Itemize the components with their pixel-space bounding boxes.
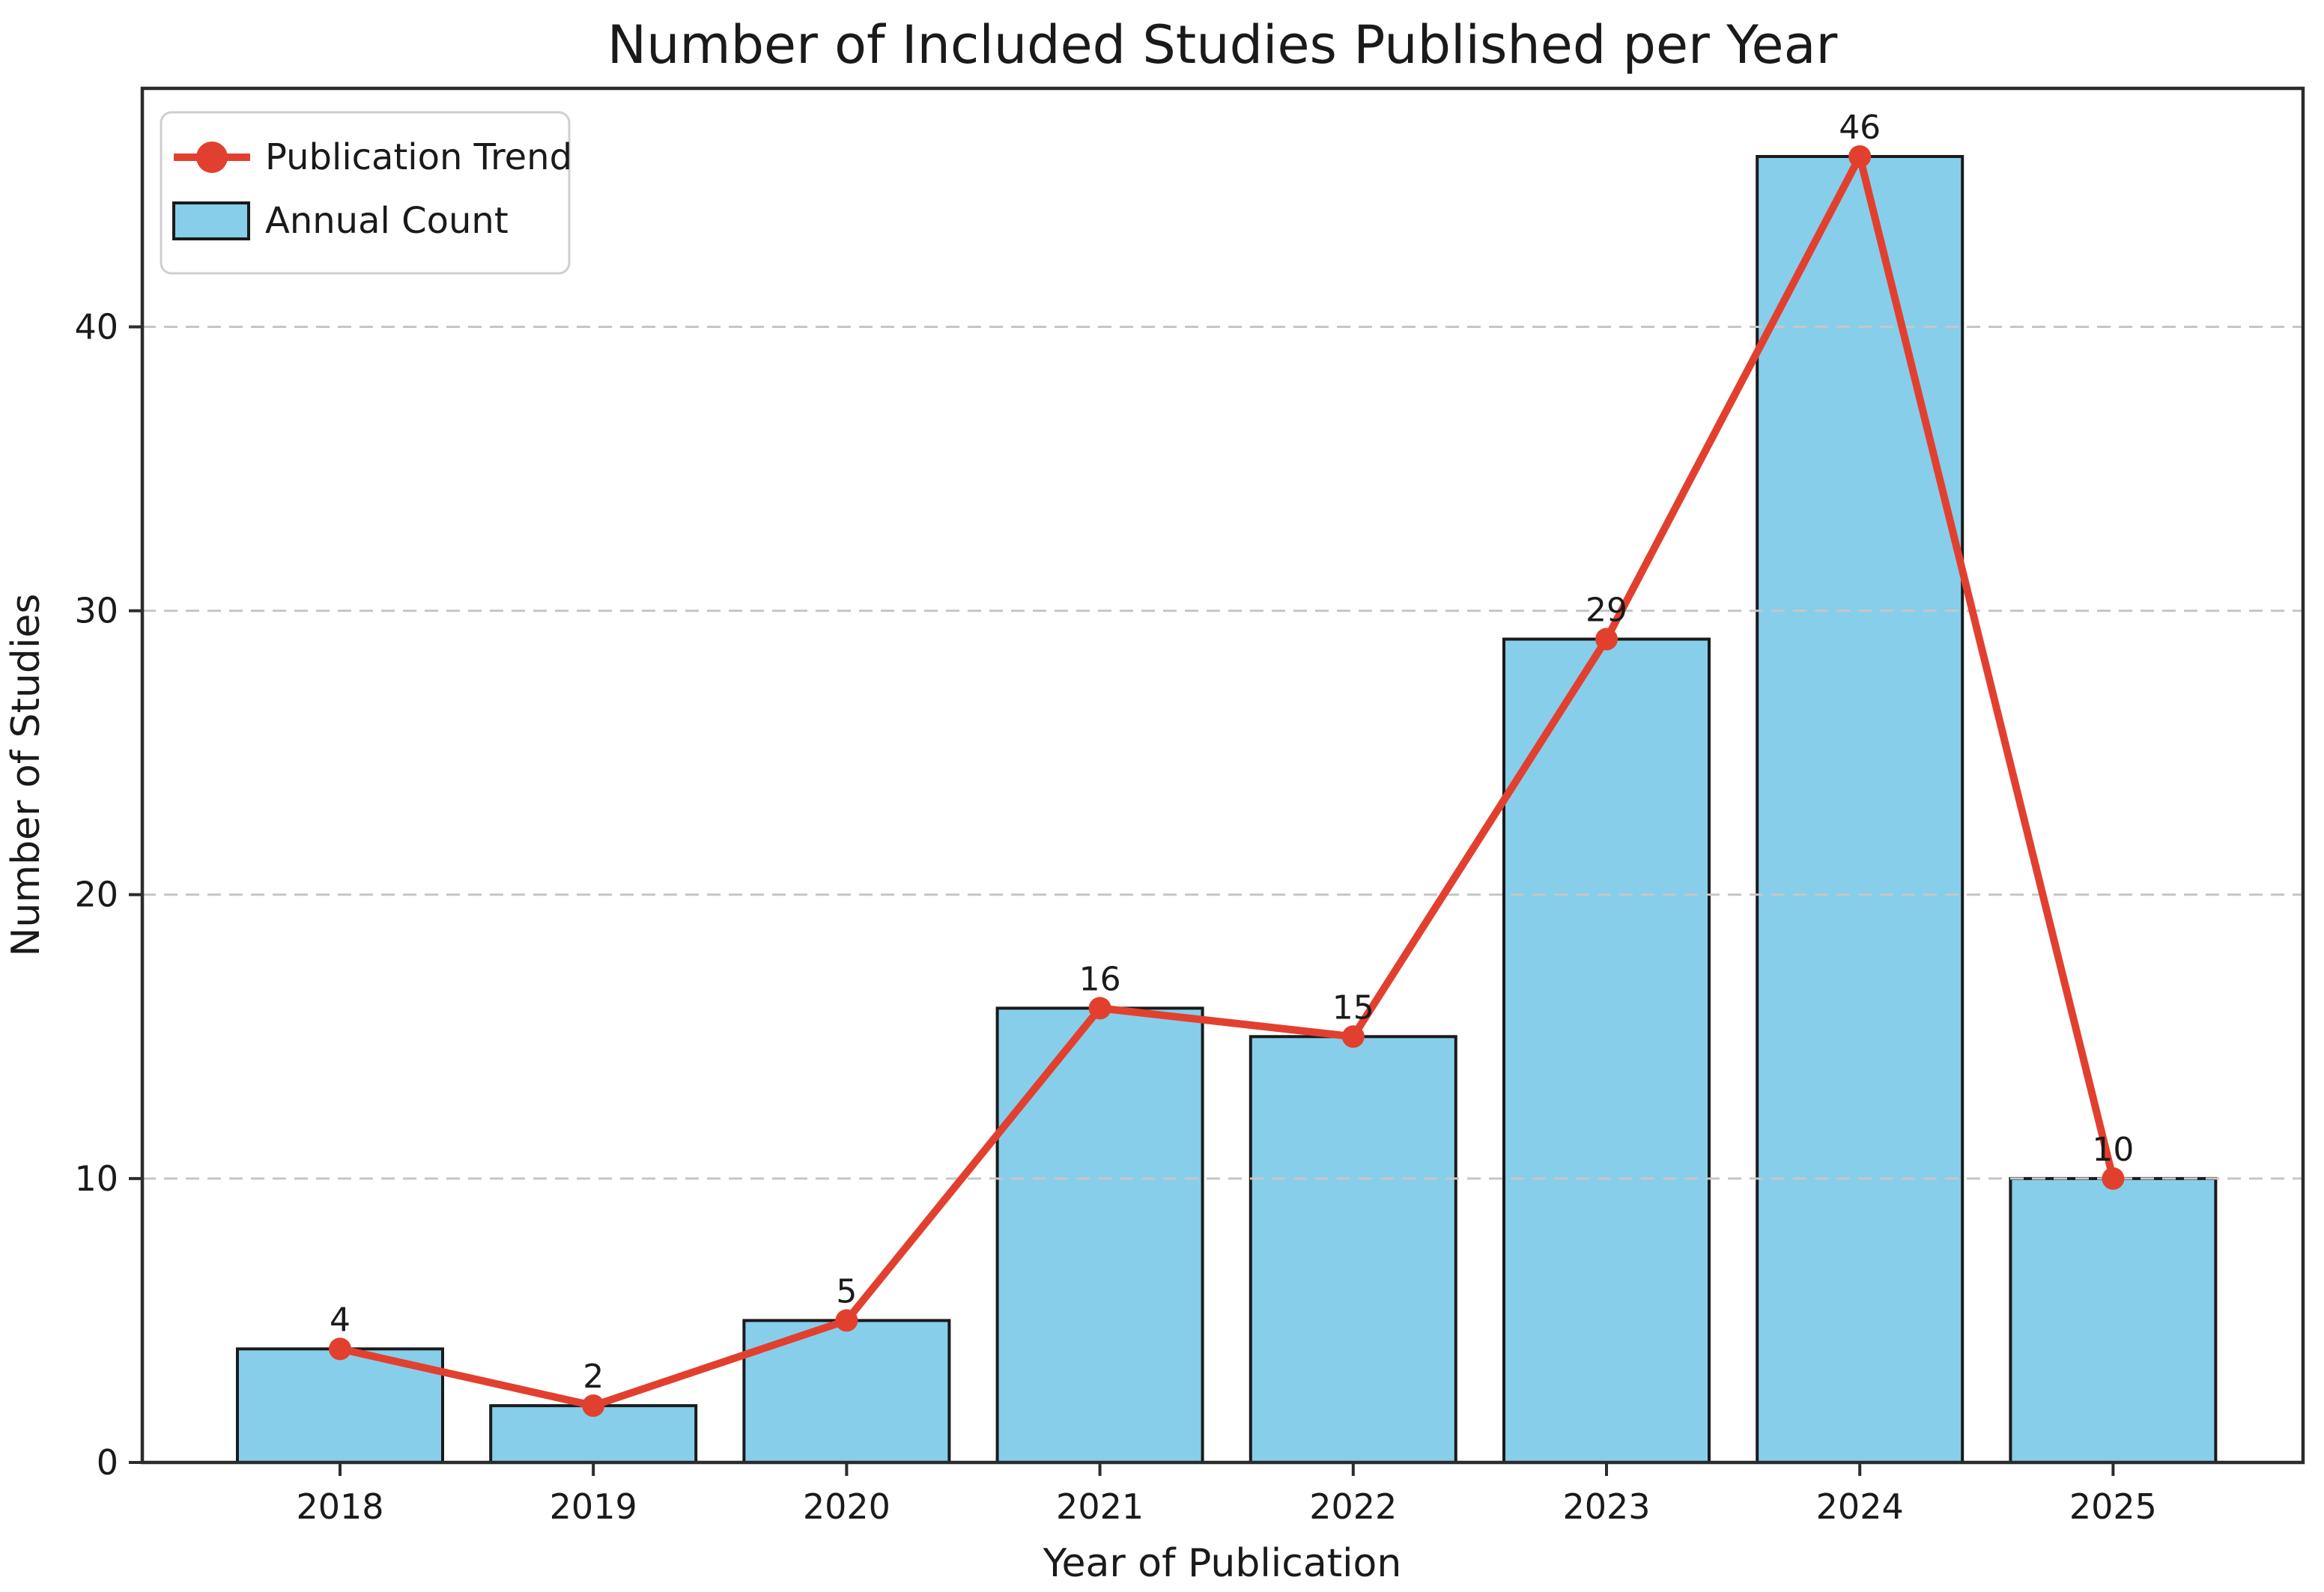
legend-circle-marker-icon [196, 142, 228, 173]
x-tick-label-2022: 2022 [1309, 1486, 1397, 1527]
trend-point-2022 [1341, 1025, 1365, 1048]
x-tick-label-2020: 2020 [803, 1486, 891, 1527]
y-axis-label: Number of Studies [4, 594, 49, 957]
data-label-2024: 46 [1839, 109, 1881, 147]
trend-point-2024 [1848, 145, 1872, 168]
data-label-2022: 15 [1332, 988, 1374, 1027]
legend: Publication Trend Annual Count [160, 111, 572, 275]
legend-item-annual-count: Annual Count [265, 200, 509, 242]
bar-2022 [1249, 1035, 1457, 1464]
x-tick-label-2024: 2024 [1816, 1486, 1904, 1527]
x-tick-label-2018: 2018 [296, 1486, 383, 1527]
bar-2025 [2009, 1176, 2218, 1465]
y-axis-ticks: 0 10 20 30 40 [74, 306, 142, 1483]
data-label-2021: 16 [1079, 960, 1121, 998]
bar-2021 [995, 1006, 1204, 1464]
y-tick-label-20: 20 [74, 875, 118, 915]
bar-series [236, 154, 2218, 1465]
data-label-2020: 5 [836, 1272, 857, 1310]
legend-item-publication-trend: Publication Trend [265, 136, 572, 178]
bar-2023 [1502, 637, 1711, 1465]
y-tick-label-40: 40 [74, 306, 118, 347]
x-tick-label-2021: 2021 [1056, 1486, 1144, 1527]
y-tick-label-0: 0 [97, 1442, 118, 1483]
data-label-2025: 10 [2092, 1131, 2134, 1169]
trend-point-2023 [1595, 628, 1618, 651]
trend-point-2020 [835, 1309, 858, 1332]
trend-point-2019 [582, 1394, 605, 1418]
data-label-2023: 29 [1586, 592, 1627, 630]
trend-point-2021 [1088, 997, 1111, 1020]
x-axis-label: Year of Publication [1043, 1541, 1402, 1586]
plot-frame [140, 86, 2305, 1465]
bar-2024 [1756, 154, 1965, 1465]
chart-title: Number of Included Studies Published per… [607, 14, 1838, 76]
trend-point-2025 [2102, 1167, 2125, 1190]
x-tick-label-2023: 2023 [1562, 1486, 1650, 1527]
trend-line [336, 152, 2117, 1410]
trend-line-markers [329, 145, 2125, 1418]
data-label-2019: 2 [583, 1358, 604, 1396]
y-tick-label-30: 30 [74, 591, 118, 631]
legend-bar-swatch [172, 201, 250, 240]
legend-box [160, 111, 571, 275]
x-axis-ticks: 2018 2019 2020 2021 2022 2023 2024 2025 [296, 1462, 2157, 1527]
x-tick-label-2025: 2025 [2069, 1486, 2157, 1527]
y-tick-label-10: 10 [74, 1158, 118, 1199]
trend-line-series [336, 152, 2117, 1410]
trend-point-2018 [329, 1337, 351, 1361]
data-label-2018: 4 [330, 1301, 351, 1339]
data-labels: 4 2 5 16 15 29 46 10 [330, 109, 2134, 1396]
x-tick-label-2019: 2019 [550, 1486, 637, 1527]
grid-lines [142, 325, 2303, 1180]
